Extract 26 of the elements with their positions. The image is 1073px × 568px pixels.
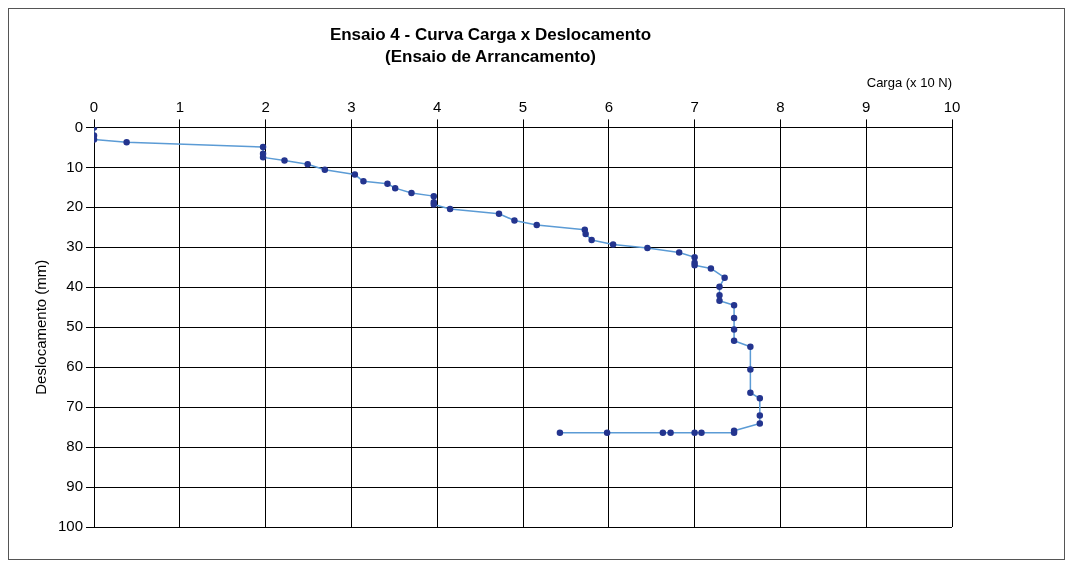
x-tick-label: 1 xyxy=(175,97,184,115)
y-tick-label: 0 xyxy=(74,117,84,135)
chart-title: Ensaio 4 - Curva Carga x Deslocamento xyxy=(329,24,652,44)
chart-subtitle: (Ensaio de Arrancamento) xyxy=(385,47,596,67)
y-tick-label: 10 xyxy=(66,157,84,175)
y-tick-label: 20 xyxy=(66,197,84,215)
x-tick-label: 6 xyxy=(604,97,613,115)
x-tick-label: 0 xyxy=(89,97,99,115)
x-tick-label: 3 xyxy=(347,97,356,115)
y-tick-label: 50 xyxy=(66,317,84,335)
x-tick-label: 8 xyxy=(776,97,785,115)
x-tick-label: 7 xyxy=(690,97,699,115)
x-tick-label: 2 xyxy=(261,97,270,115)
x-tick-label: 10 xyxy=(943,97,961,115)
x-tick-label: 9 xyxy=(862,97,871,115)
x-axis-title: Carga (x 10 N) xyxy=(866,75,952,91)
x-tick-label: 5 xyxy=(518,97,528,115)
y-tick-label: 100 xyxy=(58,517,84,535)
y-tick-label: 60 xyxy=(66,357,84,375)
x-tick-label: 4 xyxy=(433,97,442,115)
y-tick-label: 90 xyxy=(66,477,84,495)
y-tick-label: 70 xyxy=(66,397,84,415)
y-axis-title: Deslocamento (mm) xyxy=(32,259,50,395)
y-tick-label: 40 xyxy=(66,277,84,295)
y-tick-label: 30 xyxy=(66,237,84,255)
y-tick-label: 80 xyxy=(66,437,84,455)
